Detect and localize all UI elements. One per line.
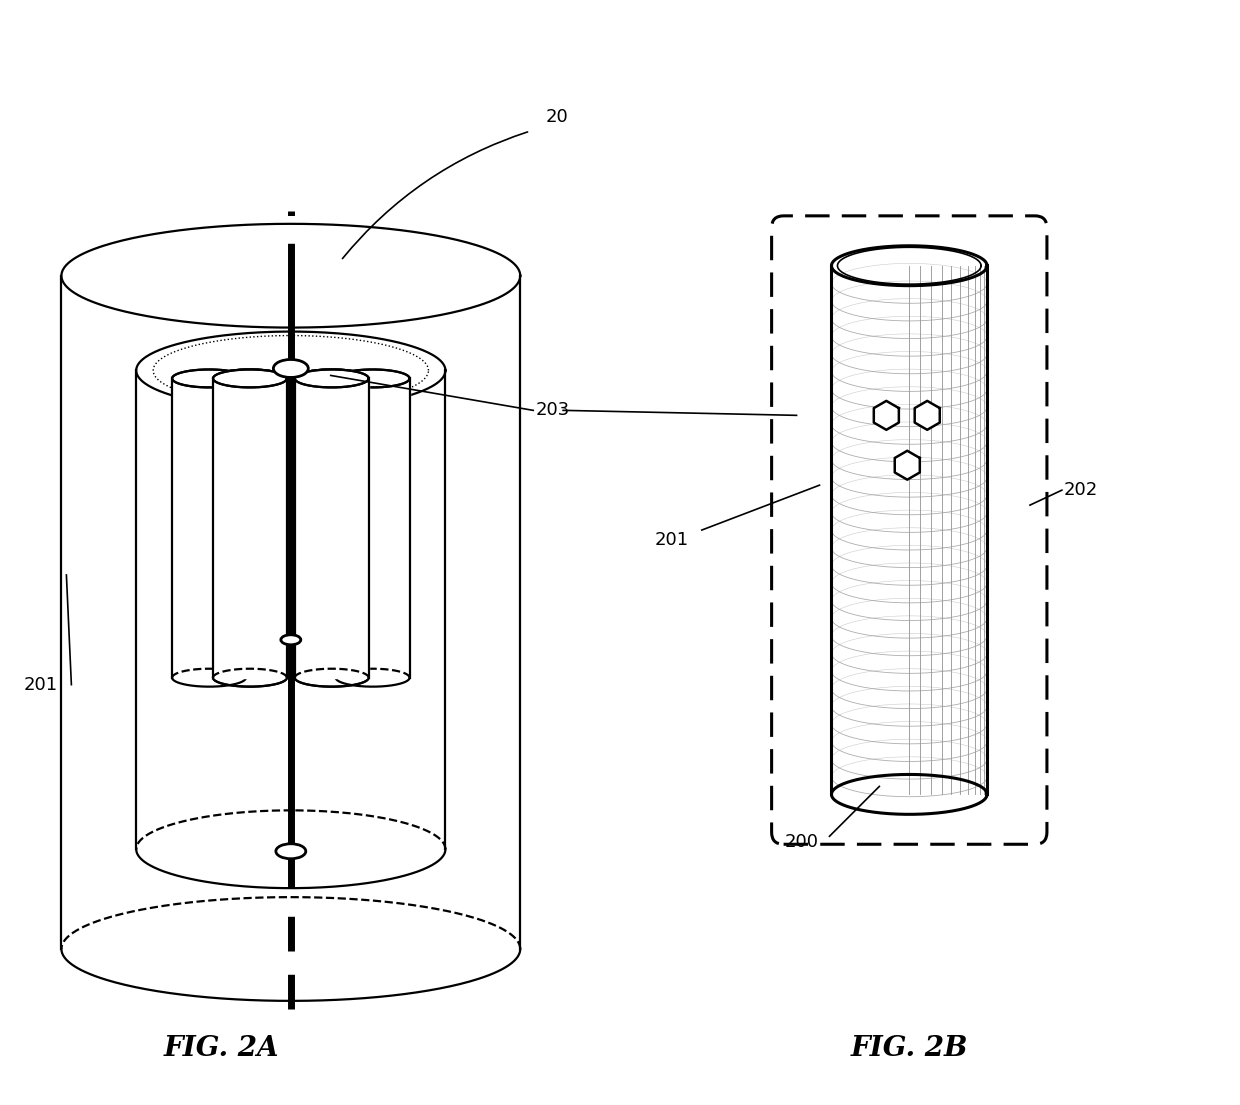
Text: 201: 201 — [24, 675, 57, 694]
Text: 202: 202 — [1064, 481, 1099, 499]
Text: FIG. 2A: FIG. 2A — [164, 1035, 279, 1062]
Polygon shape — [172, 378, 246, 677]
Polygon shape — [213, 378, 286, 677]
Polygon shape — [295, 378, 368, 677]
Ellipse shape — [336, 369, 409, 388]
Ellipse shape — [136, 332, 445, 409]
Text: 203: 203 — [536, 401, 569, 420]
Polygon shape — [336, 378, 409, 677]
Polygon shape — [895, 451, 920, 480]
Ellipse shape — [62, 224, 521, 327]
Ellipse shape — [213, 369, 286, 388]
Ellipse shape — [172, 369, 246, 388]
Polygon shape — [832, 265, 987, 794]
Text: 201: 201 — [655, 532, 689, 549]
Polygon shape — [915, 401, 940, 430]
Ellipse shape — [213, 369, 286, 388]
Polygon shape — [136, 370, 445, 850]
Text: FIG. 2B: FIG. 2B — [851, 1035, 968, 1062]
Text: 200: 200 — [785, 833, 818, 851]
Polygon shape — [874, 401, 899, 430]
Ellipse shape — [295, 369, 368, 388]
Ellipse shape — [275, 844, 306, 859]
Ellipse shape — [280, 634, 301, 644]
Polygon shape — [213, 378, 286, 677]
Polygon shape — [295, 378, 368, 677]
Text: 20: 20 — [546, 108, 568, 126]
Ellipse shape — [295, 369, 368, 388]
Polygon shape — [62, 276, 521, 949]
Ellipse shape — [273, 359, 309, 378]
